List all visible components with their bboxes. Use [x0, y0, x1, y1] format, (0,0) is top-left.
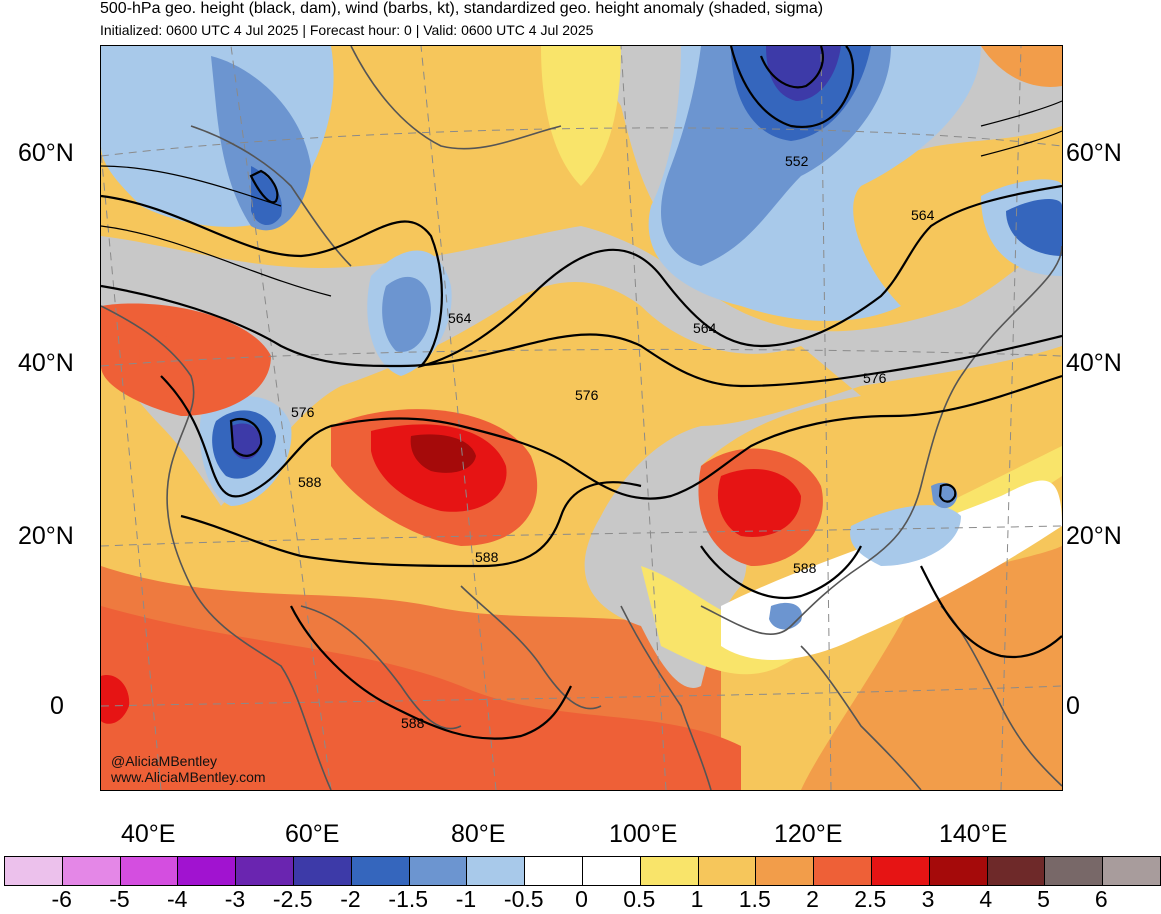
colorbar-tick-label: 4 [979, 886, 993, 912]
anomaly-region-red-middle-east-inner [139, 335, 206, 392]
contour-label-588-west: 588 [298, 474, 322, 490]
colorbar-tick-label: -1 [455, 886, 477, 912]
colorbar-swatch [640, 857, 699, 885]
anomaly-region-blue-pacific [850, 505, 961, 566]
contour-label-588-south: 588 [401, 715, 425, 731]
lon-label-60e: 60°E [285, 820, 340, 848]
lon-label-40e: 40°E [121, 820, 176, 848]
credit-website: www.AliciaMBentley.com [111, 769, 266, 785]
colorbar-swatch [987, 857, 1046, 885]
colorbar-swatch [120, 857, 179, 885]
anomaly-region-south-core [101, 606, 741, 790]
map-title: 500-hPa geo. height (black, dam), wind (… [100, 0, 824, 17]
anomaly-region-west-pacific [801, 546, 1062, 790]
colorbar-tick-label: -2 [340, 886, 361, 912]
anomaly-region-blue-northwest-inner [211, 56, 311, 231]
lon-label-140e: 140°E [939, 820, 1008, 848]
colorbar-swatch [467, 857, 526, 885]
contour-label-576-east: 576 [863, 370, 887, 386]
colorbar-swatch [582, 857, 641, 885]
colorbar-swatch [814, 857, 872, 885]
contour-label-588-east: 588 [793, 560, 817, 576]
map-canvas: 564 564 552 564 576 576 576 588 588 588 … [101, 46, 1062, 790]
colorbar-tick-label: 1 [690, 886, 704, 912]
colorbar-swatch [698, 857, 757, 885]
colorbar-tick-label: 5 [1037, 886, 1050, 912]
colorbar-swatch [1045, 857, 1104, 885]
colorbar-tick-label: -4 [167, 886, 188, 912]
colorbar-swatch [62, 857, 121, 885]
contour-label-564-east: 564 [911, 207, 935, 223]
lon-label-120e: 120°E [774, 820, 843, 848]
colorbar-tick-label: 6 [1094, 886, 1108, 912]
contour-label-564-west: 564 [448, 310, 472, 326]
colorbar-swatch [178, 857, 237, 885]
colorbar-tick-label: -0.5 [503, 886, 544, 912]
colorbar-swatch [1103, 857, 1160, 885]
coastlines [101, 46, 1062, 790]
lat-label-40n-right: 40°N [1066, 349, 1122, 377]
anomaly-region-yellow-north [541, 46, 621, 186]
colorbar-swatch [871, 857, 930, 885]
contour-label-588-central: 588 [475, 549, 499, 565]
colorbar-swatch [409, 857, 468, 885]
colorbar-tick-label: 0 [575, 886, 588, 912]
colorbar-swatch [929, 857, 988, 885]
anomaly-region-blue-central-asia-inner [382, 276, 431, 352]
colorbar-swatch [5, 857, 63, 885]
colorbar-tick-label: -2.5 [272, 886, 313, 912]
lat-label-60n-left: 60°N [18, 139, 74, 167]
contour-label-576-west: 576 [291, 404, 315, 420]
colorbar-tick-label: -5 [109, 886, 130, 912]
contour-label-564-central: 564 [693, 320, 717, 336]
lon-label-80e: 80°E [451, 820, 506, 848]
colorbar-swatch [236, 857, 294, 885]
contour-label-552: 552 [785, 153, 809, 169]
lat-label-60n-right: 60°N [1066, 139, 1122, 167]
lat-label-20n-left: 20°N [18, 522, 74, 550]
anomaly-region-red-africa [101, 675, 130, 724]
colorbar-tick-label: 2.5 [854, 886, 887, 912]
anomaly-colorbar [4, 856, 1161, 886]
anomaly-region-red-tibet-core [410, 434, 476, 473]
colorbar-swatch [293, 857, 352, 885]
colorbar-tick-label: -6 [51, 886, 72, 912]
anomaly-region-neutral-pacific [721, 480, 1062, 660]
credit-handle: @AliciaMBentley [111, 753, 218, 769]
colorbar-tick-label: -3 [224, 886, 246, 912]
height-contours-secondary [101, 100, 1062, 297]
lat-label-40n-left: 40°N [18, 349, 74, 377]
anomaly-region-neutral-gray [101, 226, 1062, 688]
anomaly-region-orange-northeast [981, 46, 1062, 87]
colorbar-tick-label: -1.5 [388, 886, 429, 912]
lon-label-100e: 100°E [609, 820, 678, 848]
lat-label-eq-right: 0 [1066, 692, 1080, 720]
map-panel: 564 564 552 564 576 576 576 588 588 588 … [100, 45, 1063, 791]
colorbar-swatch [756, 857, 815, 885]
anomaly-region-blue-caspian-core [231, 423, 262, 460]
colorbar-tick-label: 0.5 [623, 886, 656, 912]
contour-label-576-central: 576 [575, 387, 599, 403]
colorbar-swatch [351, 857, 410, 885]
colorbar-tick-label: 2 [806, 886, 819, 912]
colorbar-swatch [525, 857, 583, 885]
lat-label-eq-left: 0 [50, 692, 64, 720]
colorbar-tick-label: 3 [921, 886, 935, 912]
anomaly-region-red-east-china-inner [717, 468, 801, 537]
graticule [101, 46, 1062, 790]
map-subtitle: Initialized: 0600 UTC 4 Jul 2025 | Forec… [100, 22, 594, 38]
colorbar-tick-label: 1.5 [738, 886, 771, 912]
height-contours [101, 46, 1062, 740]
anomaly-region-blue-okhotsk-inner [1006, 199, 1062, 256]
anomaly-region-blue-northwest-core [251, 166, 282, 226]
lat-label-20n-right: 20°N [1066, 522, 1122, 550]
